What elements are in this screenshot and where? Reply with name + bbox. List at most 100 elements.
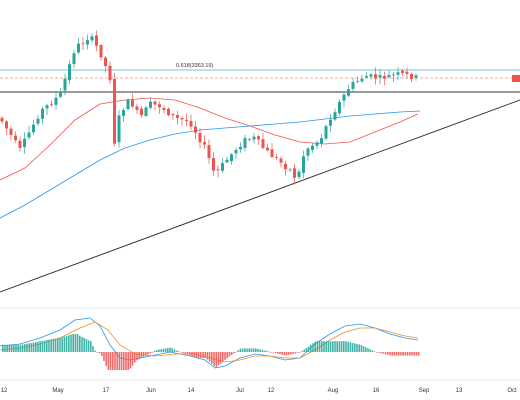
candle-body-34: [153, 101, 157, 105]
macd-hist-bar-100: [222, 352, 224, 362]
macd-hist-bar-60: [134, 352, 136, 363]
candle-body-38: [171, 114, 175, 116]
candle-body-78: [351, 81, 355, 89]
macd-hist-bar-164: [362, 346, 365, 352]
macd-hist-bar-150: [332, 341, 334, 352]
macd-hist-bar-107: [237, 350, 239, 352]
candle-body-7: [32, 124, 35, 133]
candle-body-46: [207, 145, 211, 159]
macd-hist-bar-41: [92, 345, 94, 352]
macd-hist-bar-172: [380, 352, 382, 354]
candle-body-16: [72, 53, 76, 64]
macd-hist-bar-95: [211, 352, 213, 364]
macd-hist-bar-127: [281, 352, 283, 355]
candle-body-89: [401, 70, 404, 73]
macd-hist-bar-180: [398, 352, 400, 356]
macd-hist-bar-110: [244, 348, 246, 352]
x-tick-label-9: Sep: [419, 388, 430, 394]
candle-body-53: [239, 146, 242, 150]
macd-hist-bar-47: [105, 352, 107, 367]
candle-body-83: [374, 74, 377, 79]
overlay-lines: [0, 69, 520, 381]
candle-body-68: [306, 148, 310, 156]
macd-hist-bar-136: [301, 351, 303, 352]
macd-hist-bar-71: [158, 349, 160, 352]
macd-hist-bar-1: [4, 344, 6, 352]
candle-body-80: [360, 78, 364, 82]
macd-hist-bar-59: [131, 352, 134, 366]
candle-body-48: [216, 169, 220, 171]
candle-body-39: [176, 115, 179, 118]
macd-hist-bar-184: [406, 352, 409, 356]
candle-body-50: [225, 159, 229, 163]
macd-hist-bar-9: [21, 344, 24, 352]
macd-hist-bar-103: [228, 352, 231, 357]
macd-hist-bar-92: [204, 352, 206, 358]
macd-hist-bar-156: [345, 341, 347, 352]
candle-body-77: [347, 89, 350, 96]
macd-hist-bar-128: [283, 352, 286, 356]
macd-hist-bar-146: [323, 341, 325, 352]
macd-hist-bar-101: [224, 352, 226, 360]
macd-hist-bar-141: [312, 343, 314, 352]
macd-hist-bar-178: [393, 352, 396, 356]
macd-hist-bar-62: [138, 352, 140, 360]
macd-hist-bar-77: [171, 348, 173, 352]
candle-body-51: [230, 154, 233, 162]
macd-hist-bar-65: [145, 352, 147, 356]
candle-body-8: [36, 118, 40, 124]
macd-hist-bar-16: [37, 341, 39, 352]
candle-body-31: [140, 108, 143, 116]
macd-hist-bar-2: [6, 344, 8, 352]
macd-hist-bar-79: [175, 350, 178, 352]
macd-hist-bar-114: [252, 348, 255, 352]
macd-hist-bar-176: [389, 352, 391, 356]
candle-body-59: [266, 147, 269, 151]
macd-hist-bar-109: [241, 348, 244, 352]
macd-hist-bar-145: [321, 341, 323, 352]
macd-hist-bar-12: [28, 343, 30, 352]
candle-body-33: [149, 101, 152, 108]
macd-hist-bar-133: [294, 352, 297, 354]
macd-hist-bar-157: [347, 341, 349, 352]
candle-body-43: [194, 126, 197, 133]
candle-body-65: [293, 168, 296, 178]
macd-hist-bar-106: [235, 351, 237, 353]
macd-hist-bar-119: [263, 350, 266, 352]
macd-hist-bar-14: [32, 342, 35, 352]
macd-hist-bar-148: [327, 341, 330, 352]
candle-body-45: [203, 142, 206, 145]
macd-hist-bar-61: [136, 352, 138, 361]
macd-line: [0, 317, 419, 369]
macd-hist-bar-76: [169, 347, 171, 352]
macd-hist-bar-75: [167, 348, 169, 352]
macd-hist-bar-163: [360, 345, 363, 352]
macd-hist-bar-13: [30, 342, 33, 352]
macd-hist-bar-129: [285, 352, 288, 356]
ma-slow-line: [0, 110, 421, 219]
macd-hist-bar-160: [354, 343, 356, 352]
candle-body-64: [288, 169, 292, 171]
macd-hist-bar-99: [219, 352, 222, 364]
macd-hist-bar-88: [195, 352, 198, 358]
x-tick-label-11: Oct: [507, 388, 517, 394]
candle-body-71: [320, 138, 323, 144]
macd-hist-bar-74: [164, 348, 167, 352]
macd-hist-bar-54: [120, 352, 123, 370]
candle-body-21: [95, 35, 98, 46]
candle-body-10: [45, 105, 49, 109]
macd-hist-bar-130: [288, 352, 290, 355]
candle-body-19: [86, 40, 89, 45]
macd-hist-bar-32: [72, 334, 74, 352]
x-tick-label-2: 17: [103, 388, 110, 394]
macd-hist-bar-83: [184, 352, 187, 354]
candle-body-12: [54, 97, 58, 105]
macd-hist-bar-140: [310, 344, 312, 352]
macd-hist-bar-117: [259, 349, 261, 352]
candle-body-2: [9, 128, 13, 136]
candle-body-61: [275, 157, 278, 158]
ascending-trendline: [0, 99, 520, 293]
candle-body-41: [185, 119, 188, 122]
macd-hist-bar-0: [2, 344, 4, 352]
